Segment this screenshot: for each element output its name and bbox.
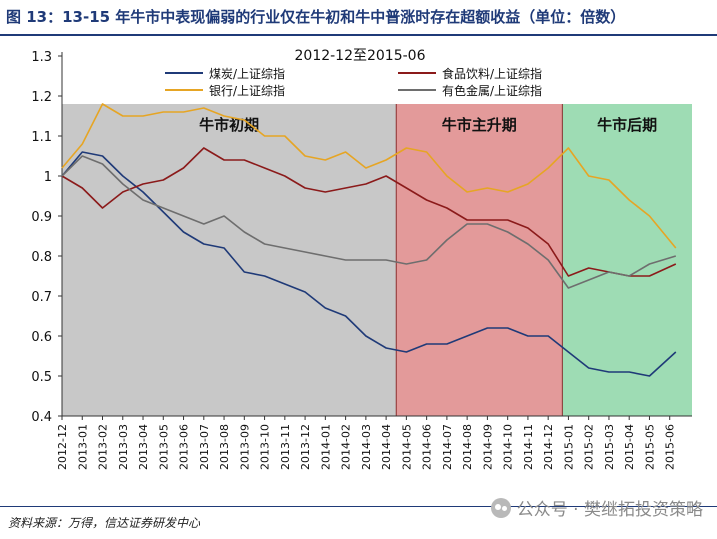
legend-label: 煤炭/上证综指 — [209, 66, 285, 81]
y-tick-label: 1.3 — [31, 50, 52, 65]
x-tick-label: 2014-12 — [542, 424, 555, 470]
figure-title-row: 图 13：13-15 年牛市中表现偏弱的行业仅在牛初和牛中普涨时存在超额收益（单… — [0, 0, 717, 36]
y-tick-label: 1.2 — [31, 90, 52, 105]
watermark: 公众号 · 樊继拓投资策略 — [490, 495, 703, 520]
x-tick-label: 2013-02 — [97, 424, 110, 470]
x-tick-label: 2015-03 — [603, 424, 616, 470]
x-tick-label: 2013-12 — [299, 424, 312, 470]
x-tick-label: 2015-05 — [643, 424, 656, 470]
x-tick-label: 2013-09 — [238, 424, 251, 470]
x-tick-label: 2014-09 — [481, 424, 494, 470]
x-tick-label: 2014-11 — [522, 424, 535, 470]
x-tick-label: 2014-03 — [360, 424, 373, 470]
x-tick-label: 2014-08 — [461, 424, 474, 470]
legend-label: 食品饮料/上证综指 — [442, 66, 542, 81]
phase-band-0 — [62, 104, 397, 416]
x-tick-label: 2013-08 — [218, 424, 231, 470]
x-tick-label: 2014-07 — [441, 424, 454, 470]
x-tick-label: 2014-06 — [421, 424, 434, 470]
x-tick-label: 2012-12 — [56, 424, 69, 470]
series-lines — [61, 103, 677, 377]
legend-label: 银行/上证综指 — [209, 83, 285, 98]
x-tick-label: 2014-05 — [400, 424, 413, 470]
phase-band-2 — [562, 104, 692, 416]
x-tick-label: 2013-06 — [178, 424, 191, 470]
x-tick-label: 2013-03 — [117, 424, 130, 470]
y-tick-label: 1.1 — [31, 130, 52, 145]
y-tick-label: 0.9 — [31, 210, 52, 225]
axes: 0.4 0.5 0.6 0.7 0.8 0.9 1 1.1 1.2 1.3 2012-12 2013-… — [31, 50, 692, 470]
x-tick-label: 2015-01 — [562, 424, 575, 470]
series-line-3 — [61, 155, 677, 289]
series-line-0 — [61, 151, 677, 377]
x-tick-label: 2013-05 — [157, 424, 170, 470]
y-tick-label: 0.4 — [31, 410, 52, 425]
x-tick-label: 2015-02 — [583, 424, 596, 470]
x-tick-label: 2014-10 — [502, 424, 515, 470]
legend-label: 有色金属/上证综指 — [442, 83, 542, 98]
x-tick-label: 2014-02 — [340, 424, 353, 470]
x-tick-label: 2013-04 — [137, 424, 150, 470]
watermark-text: 公众号 · 樊继拓投资策略 — [516, 500, 703, 520]
y-tick-label: 0.5 — [31, 370, 52, 385]
x-tick-label: 2013-07 — [198, 424, 211, 470]
x-tick-label: 2013-10 — [259, 424, 272, 470]
x-tick-label: 2014-04 — [380, 424, 393, 470]
source-note: 资料来源：万得，信达证券研发中心 — [8, 516, 201, 530]
series-line-1 — [61, 147, 677, 277]
phase-bands — [62, 104, 692, 416]
y-tick-label: 0.7 — [31, 290, 52, 305]
x-tick-label: 2013-01 — [76, 424, 89, 470]
series-line-2 — [61, 103, 677, 249]
x-tick-label: 2015-04 — [623, 424, 636, 470]
y-tick-label: 0.6 — [31, 330, 52, 345]
line-chart: 牛市初期 牛市主升期 牛市后期 0.40.50.60.70.80.911.11.21… — [31, 48, 692, 470]
x-tick-label: 2014-01 — [319, 424, 332, 470]
x-tick-label: 2015-06 — [664, 424, 677, 470]
chart-title: 2012-12至2015-06 — [295, 48, 426, 64]
phase-label: 牛市主升期 — [442, 116, 517, 134]
source-row: 资料来源：万得，信达证券研发中心 — [0, 506, 717, 539]
phase-label: 牛市后期 — [597, 116, 657, 134]
wechat-icon — [490, 497, 511, 518]
figure-title: 图 13：13-15 年牛市中表现偏弱的行业仅在牛初和牛中普涨时存在超额收益（单… — [6, 8, 626, 26]
y-tick-label: 0.8 — [31, 250, 52, 265]
x-tick-label: 2013-11 — [279, 424, 292, 470]
y-tick-label: 1 — [44, 170, 52, 185]
